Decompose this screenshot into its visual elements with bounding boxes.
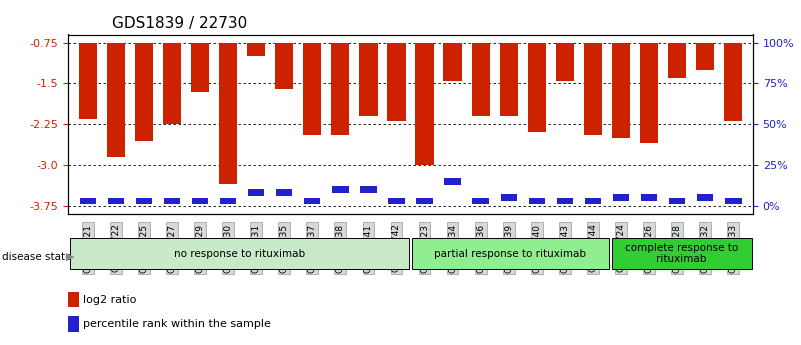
- Text: complete response to
rituximab: complete response to rituximab: [625, 243, 739, 264]
- Bar: [78, 43, 97, 119]
- FancyBboxPatch shape: [70, 238, 409, 269]
- Bar: [445, 178, 461, 185]
- Bar: [669, 198, 686, 204]
- Bar: [388, 43, 405, 121]
- Bar: [725, 198, 742, 204]
- Bar: [275, 43, 293, 89]
- Bar: [360, 186, 376, 193]
- Bar: [640, 43, 658, 143]
- Bar: [613, 194, 630, 201]
- Bar: [107, 198, 124, 204]
- Text: ▶: ▶: [66, 252, 74, 262]
- Text: partial response to rituximab: partial response to rituximab: [434, 249, 586, 258]
- Bar: [360, 43, 377, 116]
- Bar: [585, 198, 602, 204]
- Bar: [641, 194, 658, 201]
- Bar: [529, 198, 545, 204]
- Bar: [191, 198, 208, 204]
- Bar: [79, 198, 96, 204]
- Bar: [163, 43, 181, 124]
- Bar: [724, 43, 743, 121]
- Bar: [416, 43, 433, 165]
- Text: log2 ratio: log2 ratio: [83, 295, 136, 305]
- Bar: [135, 198, 152, 204]
- Bar: [247, 43, 265, 56]
- Bar: [696, 43, 714, 70]
- Bar: [668, 43, 686, 78]
- Text: GDS1839 / 22730: GDS1839 / 22730: [112, 16, 248, 30]
- Bar: [219, 43, 237, 184]
- Bar: [556, 43, 574, 81]
- Bar: [444, 43, 461, 81]
- Bar: [332, 43, 349, 135]
- Bar: [332, 186, 348, 193]
- Bar: [304, 198, 320, 204]
- Bar: [501, 194, 517, 201]
- Bar: [473, 198, 489, 204]
- Bar: [303, 43, 321, 135]
- Bar: [697, 194, 714, 201]
- Bar: [219, 198, 236, 204]
- Bar: [528, 43, 546, 132]
- Bar: [68, 316, 79, 332]
- Bar: [417, 198, 433, 204]
- Text: disease state: disease state: [2, 252, 72, 262]
- Bar: [388, 198, 405, 204]
- Bar: [68, 292, 79, 307]
- Bar: [500, 43, 518, 116]
- FancyBboxPatch shape: [412, 238, 609, 269]
- Bar: [191, 43, 209, 91]
- FancyBboxPatch shape: [612, 238, 751, 269]
- Text: no response to rituximab: no response to rituximab: [174, 249, 305, 258]
- Text: percentile rank within the sample: percentile rank within the sample: [83, 319, 271, 329]
- Bar: [163, 198, 180, 204]
- Bar: [107, 43, 125, 157]
- Bar: [612, 43, 630, 138]
- Bar: [584, 43, 602, 135]
- Bar: [557, 198, 573, 204]
- Bar: [276, 189, 292, 196]
- Bar: [135, 43, 153, 140]
- Bar: [472, 43, 489, 116]
- Bar: [248, 189, 264, 196]
